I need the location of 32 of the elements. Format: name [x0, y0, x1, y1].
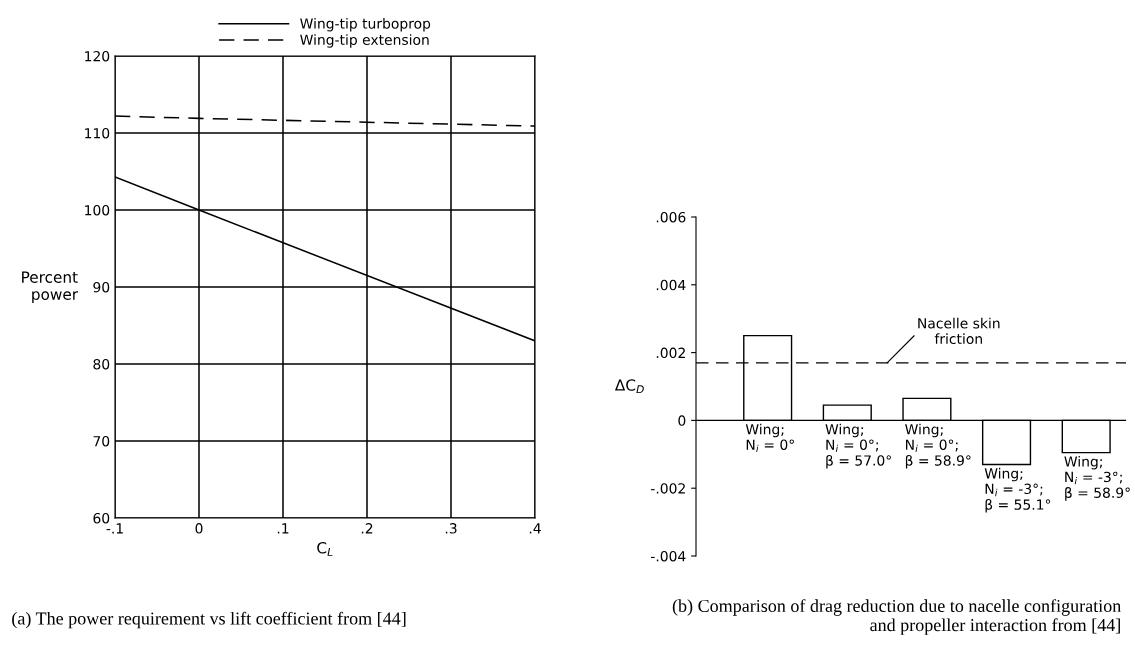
y-tick-label: 0: [678, 415, 686, 426]
y-tick-label: .002: [656, 347, 685, 359]
x-tick-label: .1: [277, 523, 289, 534]
x-tick-label: 0: [195, 523, 203, 534]
y-tick-label: 110: [85, 127, 110, 139]
legend-label: Wing-tip turboprop: [300, 18, 431, 32]
x-tick-label: Wing; N$_{i}$ = 0°: [745, 423, 794, 453]
x-tick-label: Wing; N$_{i}$ = 0°; β = 58.9°: [905, 423, 971, 469]
y-tick-label: -.002: [651, 483, 685, 494]
x-tick-label: Wing; N$_{i}$ = 0°; β = 57.0°: [825, 423, 891, 469]
ref-line-label: Nacelle skin friction: [918, 317, 1000, 345]
x-tick-label: Wing; N$_{i}$ = -3°; β = 58.9°: [1064, 455, 1130, 501]
y-axis-title: ΔC$_{D}$: [614, 379, 644, 394]
legend-label: Wing-tip extension: [300, 34, 429, 48]
y-tick-label: 70: [93, 435, 110, 447]
x-tick-label: .4: [529, 523, 541, 534]
y-tick-label: 100: [85, 204, 110, 216]
y-tick-label: 120: [85, 50, 110, 62]
y-tick-label: 80: [93, 358, 110, 370]
x-tick-label: .2: [361, 523, 373, 534]
text: (b) Comparison of drag reduction due to nacelle configuration and propeller interaction from [44]: [672, 599, 1121, 635]
y-tick-label: .004: [656, 279, 686, 291]
x-tick-label: Wing; N$_{i}$ = -3°; β = 55.1°: [984, 467, 1051, 513]
x-tick-label: .3: [445, 523, 457, 534]
y-tick-label: .006: [656, 211, 686, 223]
y-axis-title: Percent power: [22, 271, 79, 303]
x-tick-label: -.1: [106, 523, 123, 534]
y-tick-label: -.004: [651, 550, 686, 562]
y-tick-label: 60: [93, 512, 110, 524]
text: (a) The power requirement vs lift coefficient from [44]: [12, 611, 406, 629]
x-axis-title: C$_{L}$: [317, 542, 333, 556]
y-tick-label: 90: [93, 281, 110, 293]
